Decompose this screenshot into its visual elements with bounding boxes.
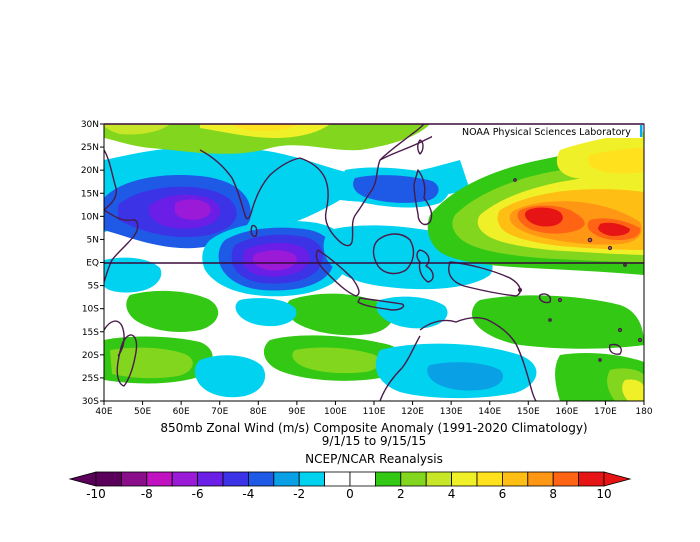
lat-tick-label: 15S bbox=[82, 328, 99, 338]
lat-axis: 30N 25N 20N 15N 10N 5N EQ 5S 10S 15S 20S 25S 30S bbox=[81, 120, 104, 407]
lon-tick-label: 70E bbox=[211, 407, 228, 417]
lon-tick-label: 150E bbox=[517, 407, 540, 417]
lab-label-box bbox=[432, 124, 642, 138]
lon-tick-label: 40E bbox=[95, 407, 112, 417]
lat-tick-label: EQ bbox=[86, 259, 99, 269]
lab-label-accent bbox=[640, 125, 643, 137]
colorbar-swatch bbox=[222, 471, 249, 487]
colorbar-tick-label: -10 bbox=[86, 487, 106, 501]
colorbar-max-arrow bbox=[603, 471, 632, 487]
lat-tick-label: 20N bbox=[81, 166, 99, 176]
colorbar-tick-label: -4 bbox=[242, 487, 254, 501]
colorbar-swatch bbox=[425, 471, 453, 487]
lat-tick-label: 10N bbox=[81, 212, 99, 222]
lat-tick-label: 15N bbox=[81, 189, 99, 199]
lab-label: NOAA Physical Sciences Laboratory bbox=[462, 127, 631, 138]
lon-tick-label: 80E bbox=[250, 407, 267, 417]
colorbar-swatch bbox=[451, 471, 478, 487]
colorbar-tick-label: 0 bbox=[346, 487, 354, 501]
colorbar-swatch bbox=[121, 471, 148, 487]
caption-line3: NCEP/NCAR Reanalysis bbox=[305, 452, 443, 466]
colorbar-swatch bbox=[476, 471, 503, 487]
caption-line2: 9/1/15 to 9/15/15 bbox=[322, 434, 427, 448]
lat-tick-label: 5S bbox=[88, 282, 100, 292]
lon-axis: 40E 50E 60E 70E 80E 90E 100E 110E 120E 130E 140E 15… bbox=[95, 401, 653, 417]
colorbar-swatch bbox=[247, 471, 275, 487]
colorbar-tick-label: 10 bbox=[596, 487, 611, 501]
lon-tick-label: 110E bbox=[363, 407, 386, 417]
lon-tick-label: 160E bbox=[555, 407, 578, 417]
lat-tick-label: 30N bbox=[81, 120, 99, 130]
colorbar-tick-label: 8 bbox=[549, 487, 557, 501]
lat-tick-label: 5N bbox=[87, 235, 99, 245]
colorbar-swatch bbox=[146, 471, 173, 487]
colorbar-swatch bbox=[95, 471, 122, 487]
lon-tick-label: 60E bbox=[173, 407, 190, 417]
colorbar-labels: -10 -8 -6 -4 -2 0 2 4 6 8 10 bbox=[86, 487, 611, 501]
lon-tick-label: 130E bbox=[440, 407, 463, 417]
colorbar-tick-label: -8 bbox=[141, 487, 153, 501]
lon-tick-label: 120E bbox=[401, 407, 424, 417]
colorbar-swatch bbox=[374, 471, 402, 487]
colorbar-swatch bbox=[324, 471, 351, 487]
lon-tick-label: 50E bbox=[134, 407, 151, 417]
colorbar-tick-label: 6 bbox=[499, 487, 507, 501]
lat-tick-label: 20S bbox=[82, 351, 99, 361]
anomaly-field bbox=[104, 124, 644, 401]
colorbar-min-arrow bbox=[68, 471, 97, 487]
lat-tick-label: 25S bbox=[82, 374, 99, 384]
map-panel: NOAA Physical Sciences Laboratory 30N 25N… bbox=[81, 120, 653, 417]
lat-tick-label: 25N bbox=[81, 143, 99, 153]
colorbar-swatch bbox=[197, 471, 224, 487]
lon-tick-label: 170E bbox=[594, 407, 617, 417]
colorbar-swatch bbox=[578, 471, 605, 487]
lon-tick-label: 140E bbox=[478, 407, 501, 417]
colorbar-swatch bbox=[552, 471, 580, 487]
colorbar-tick-label: 2 bbox=[397, 487, 405, 501]
colorbar-swatch bbox=[527, 471, 554, 487]
lon-tick-label: 180 bbox=[635, 407, 652, 417]
colorbar-tick-label: -2 bbox=[293, 487, 305, 501]
colorbar-swatch bbox=[171, 471, 198, 487]
caption-line1: 850mb Zonal Wind (m/s) Composite Anomaly… bbox=[160, 421, 587, 435]
lat-tick-label: 10S bbox=[82, 305, 99, 315]
colorbar-swatch bbox=[349, 471, 376, 487]
colorbar-swatch bbox=[400, 471, 427, 487]
colorbar-tick-label: 4 bbox=[448, 487, 456, 501]
lat-tick-label: 30S bbox=[82, 397, 99, 407]
colorbar-swatch bbox=[298, 471, 326, 487]
colorbar-tick-label: -6 bbox=[192, 487, 204, 501]
colorbar-swatch bbox=[273, 471, 300, 487]
colorbar bbox=[68, 471, 632, 487]
colorbar-swatch bbox=[501, 471, 529, 487]
lon-tick-label: 90E bbox=[288, 407, 305, 417]
lon-tick-label: 100E bbox=[324, 407, 347, 417]
